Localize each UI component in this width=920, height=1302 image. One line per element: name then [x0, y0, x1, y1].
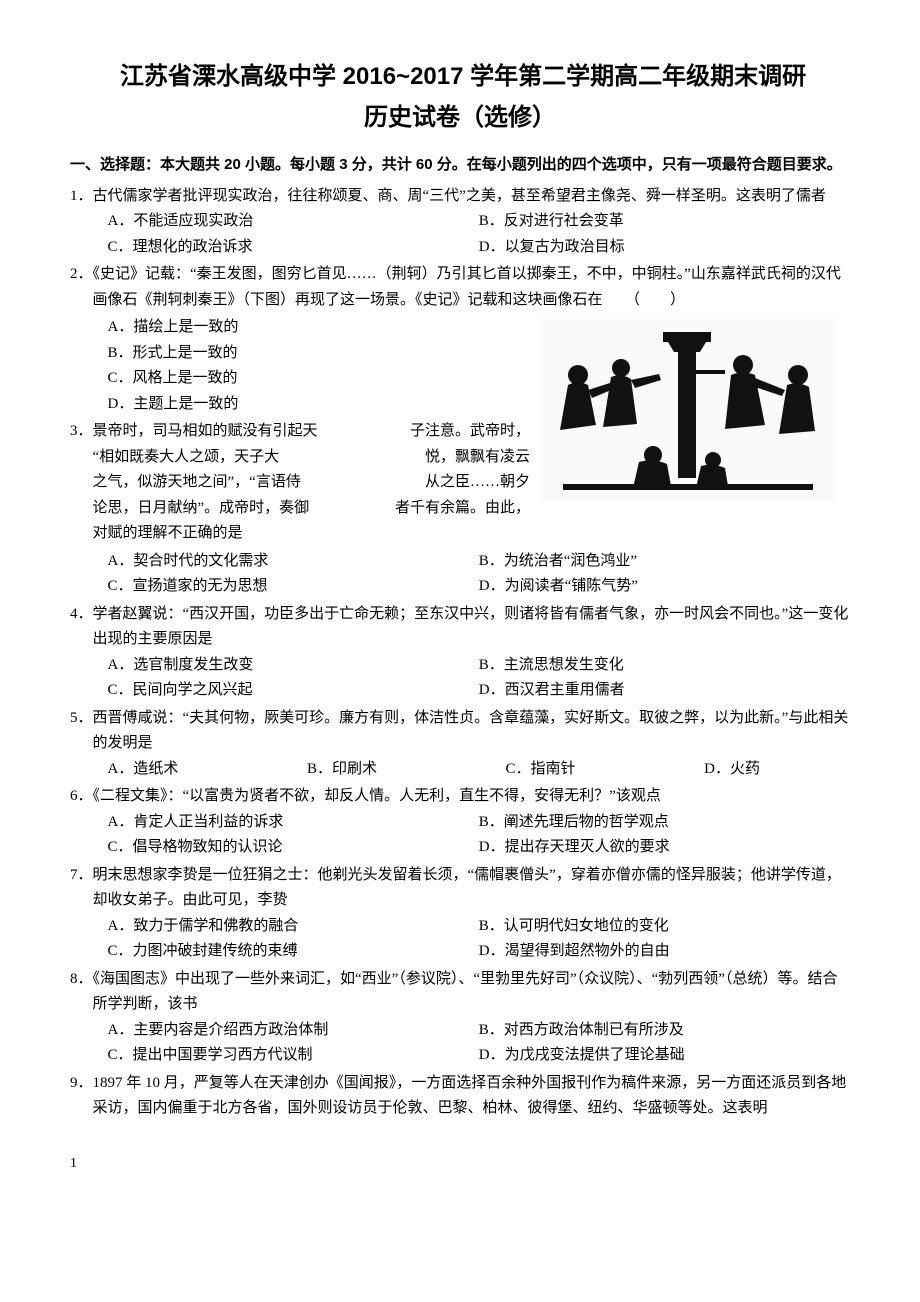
q3-stem-l1: 景帝时，司马相如的赋没有引起天: [93, 423, 318, 439]
q4-num: 4．: [70, 606, 93, 622]
question-6: 6．《二程文集》：“以富贵为贤者不欲，却反人情。人无利，直生不得，安得无利？”该…: [70, 784, 850, 861]
q7-num: 7．: [70, 867, 93, 883]
q8-opt-c: C．提出中国要学习西方代议制: [108, 1043, 479, 1069]
q2-stem: 《史记》记载：“秦王发图，图穷匕首见……（荆轲）乃引其匕首以掷秦王，不中，中铜柱…: [93, 266, 841, 308]
q7-opt-b: B．认可明代妇女地位的变化: [479, 914, 850, 940]
question-5: 5．西晋傅咸说：“夫其何物，厥美可珍。廉方有则，体洁性贞。含章蕴藻，实好斯文。取…: [70, 706, 850, 783]
section-1-header: 一、选择题：本大题共 20 小题。每小题 3 分，共计 60 分。在每小题列出的…: [70, 152, 850, 178]
question-4: 4．学者赵翼说：“西汉开国，功臣多出于亡命无赖；至东汉中兴，则诸将皆有儒者气象，…: [70, 602, 850, 704]
q3-stem-l4: 论思，日月献纳”。成帝时，奏御: [70, 496, 395, 522]
q8-opt-d: D．为戊戌变法提供了理论基础: [479, 1043, 850, 1069]
q6-opt-c: C．倡导格物致知的认识论: [108, 835, 479, 861]
q3-options-row2: C．宣扬道家的无为思想 D．为阅读者“铺陈气势”: [70, 574, 850, 600]
question-1: 1．古代儒家学者批评现实政治，往往称颂夏、商、周“三代”之美，甚至希望君主像尧、…: [70, 184, 850, 261]
q3-opt-a: A．契合时代的文化需求: [108, 549, 479, 575]
q1-opt-d: D．以复古为政治目标: [479, 235, 850, 261]
q5-num: 5．: [70, 710, 93, 726]
q8-opt-a: A．主要内容是介绍西方政治体制: [108, 1018, 479, 1044]
q8-num: 8．: [70, 971, 93, 987]
relief-svg: [543, 320, 833, 500]
q4-opt-b: B．主流思想发生变化: [479, 653, 850, 679]
q8-stem: 《海国图志》中出现了一些外来词汇，如“西业”（参议院）、“里勃里先好司”（众议院…: [93, 971, 838, 1013]
q3-stem-r2: 悦，飘飘有凌云: [425, 445, 530, 471]
page-number: 1: [70, 1152, 850, 1176]
q1-num: 1．: [70, 188, 93, 204]
exam-title-sub: 历史试卷（选修）: [70, 98, 850, 139]
q3-stem-r4: 者千有余篇。由此，: [395, 496, 530, 522]
q7-opt-c: C．力图冲破封建传统的束缚: [108, 939, 479, 965]
question-2: 2．《史记》记载：“秦王发图，图穷匕首见……（荆轲）乃引其匕首以掷秦王，不中，中…: [70, 262, 850, 313]
q7-opt-a: A．致力于儒学和佛教的融合: [108, 914, 479, 940]
q3-stem-l3: 之气，似游天地之间”，“言语侍: [70, 470, 425, 496]
q3-stem-l5: 对赋的理解不正确的是: [70, 521, 850, 547]
q5-opt-a: A．造纸术: [108, 757, 179, 783]
q9-num: 9．: [70, 1075, 93, 1091]
q7-opt-d: D．渴望得到超然物外的自由: [479, 939, 850, 965]
q5-opt-b: B．印刷术: [307, 757, 377, 783]
question-9: 9．1897 年 10 月，严复等人在天津创办《国闻报》，一方面选择百余种外国报…: [70, 1071, 850, 1122]
q4-stem: 学者赵翼说：“西汉开国，功臣多出于亡命无赖；至东汉中兴，则诸将皆有儒者气象，亦一…: [93, 606, 849, 648]
q4-opt-d: D．西汉君主重用儒者: [479, 678, 850, 704]
question-7: 7．明末思想家李贽是一位狂狷之士：他剃光头发留着长须，“儒帽裹僧头”，穿着亦僧亦…: [70, 863, 850, 965]
q4-opt-a: A．选官制度发生改变: [108, 653, 479, 679]
q2-num: 2．: [70, 266, 93, 282]
stone-relief-figure: [538, 315, 838, 505]
q7-stem: 明末思想家李贽是一位狂狷之士：他剃光头发留着长须，“儒帽裹僧头”，穿着亦僧亦儒的…: [93, 867, 841, 909]
figure-text-wrap: A．描绘上是一致的 B．形式上是一致的 C．风格上是一致的 D．主题上是一致的 …: [70, 315, 850, 549]
q5-opt-c: C．指南针: [506, 757, 576, 783]
q4-opt-c: C．民间向学之风兴起: [108, 678, 479, 704]
q1-stem: 古代儒家学者批评现实政治，往往称颂夏、商、周“三代”之美，甚至希望君主像尧、舜一…: [93, 188, 826, 204]
q8-opt-b: B．对西方政治体制已有所涉及: [479, 1018, 850, 1044]
q1-opt-a: A．不能适应现实政治: [108, 209, 479, 235]
q6-opt-b: B．阐述先理后物的哲学观点: [479, 810, 850, 836]
q5-opt-d: D．火药: [704, 757, 760, 783]
q6-opt-a: A．肯定人正当利益的诉求: [108, 810, 479, 836]
q3-options-row1: A．契合时代的文化需求 B．为统治者“润色鸿业”: [70, 549, 850, 575]
q3-stem-r1: 子注意。武帝时，: [410, 419, 530, 445]
q6-num: 6．: [70, 788, 93, 804]
q1-opt-c: C．理想化的政治诉求: [108, 235, 479, 261]
q9-stem: 1897 年 10 月，严复等人在天津创办《国闻报》，一方面选择百余种外国报刊作…: [93, 1075, 847, 1117]
q6-opt-d: D．提出存天理灭人欲的要求: [479, 835, 850, 861]
q3-num: 3．: [70, 423, 93, 439]
q3-opt-d: D．为阅读者“铺陈气势”: [479, 574, 850, 600]
question-8: 8．《海国图志》中出现了一些外来词汇，如“西业”（参议院）、“里勃里先好司”（众…: [70, 967, 850, 1069]
q3-stem-l2: “相如既奏大人之颂，天子大: [70, 445, 425, 471]
q3-opt-b: B．为统治者“润色鸿业”: [479, 549, 850, 575]
q5-stem: 西晋傅咸说：“夫其何物，厥美可珍。廉方有则，体洁性贞。含章蕴藻，实好斯文。取彼之…: [93, 710, 849, 752]
q3-opt-c: C．宣扬道家的无为思想: [108, 574, 479, 600]
q3-stem-r3: 从之臣……朝夕: [425, 470, 530, 496]
q1-opt-b: B．反对进行社会变革: [479, 209, 850, 235]
exam-title-main: 江苏省溧水高级中学 2016~2017 学年第二学期高二年级期末调研: [70, 60, 850, 94]
q6-stem: 《二程文集》：“以富贵为贤者不欲，却反人情。人无利，直生不得，安得无利？”该观点: [93, 788, 661, 804]
